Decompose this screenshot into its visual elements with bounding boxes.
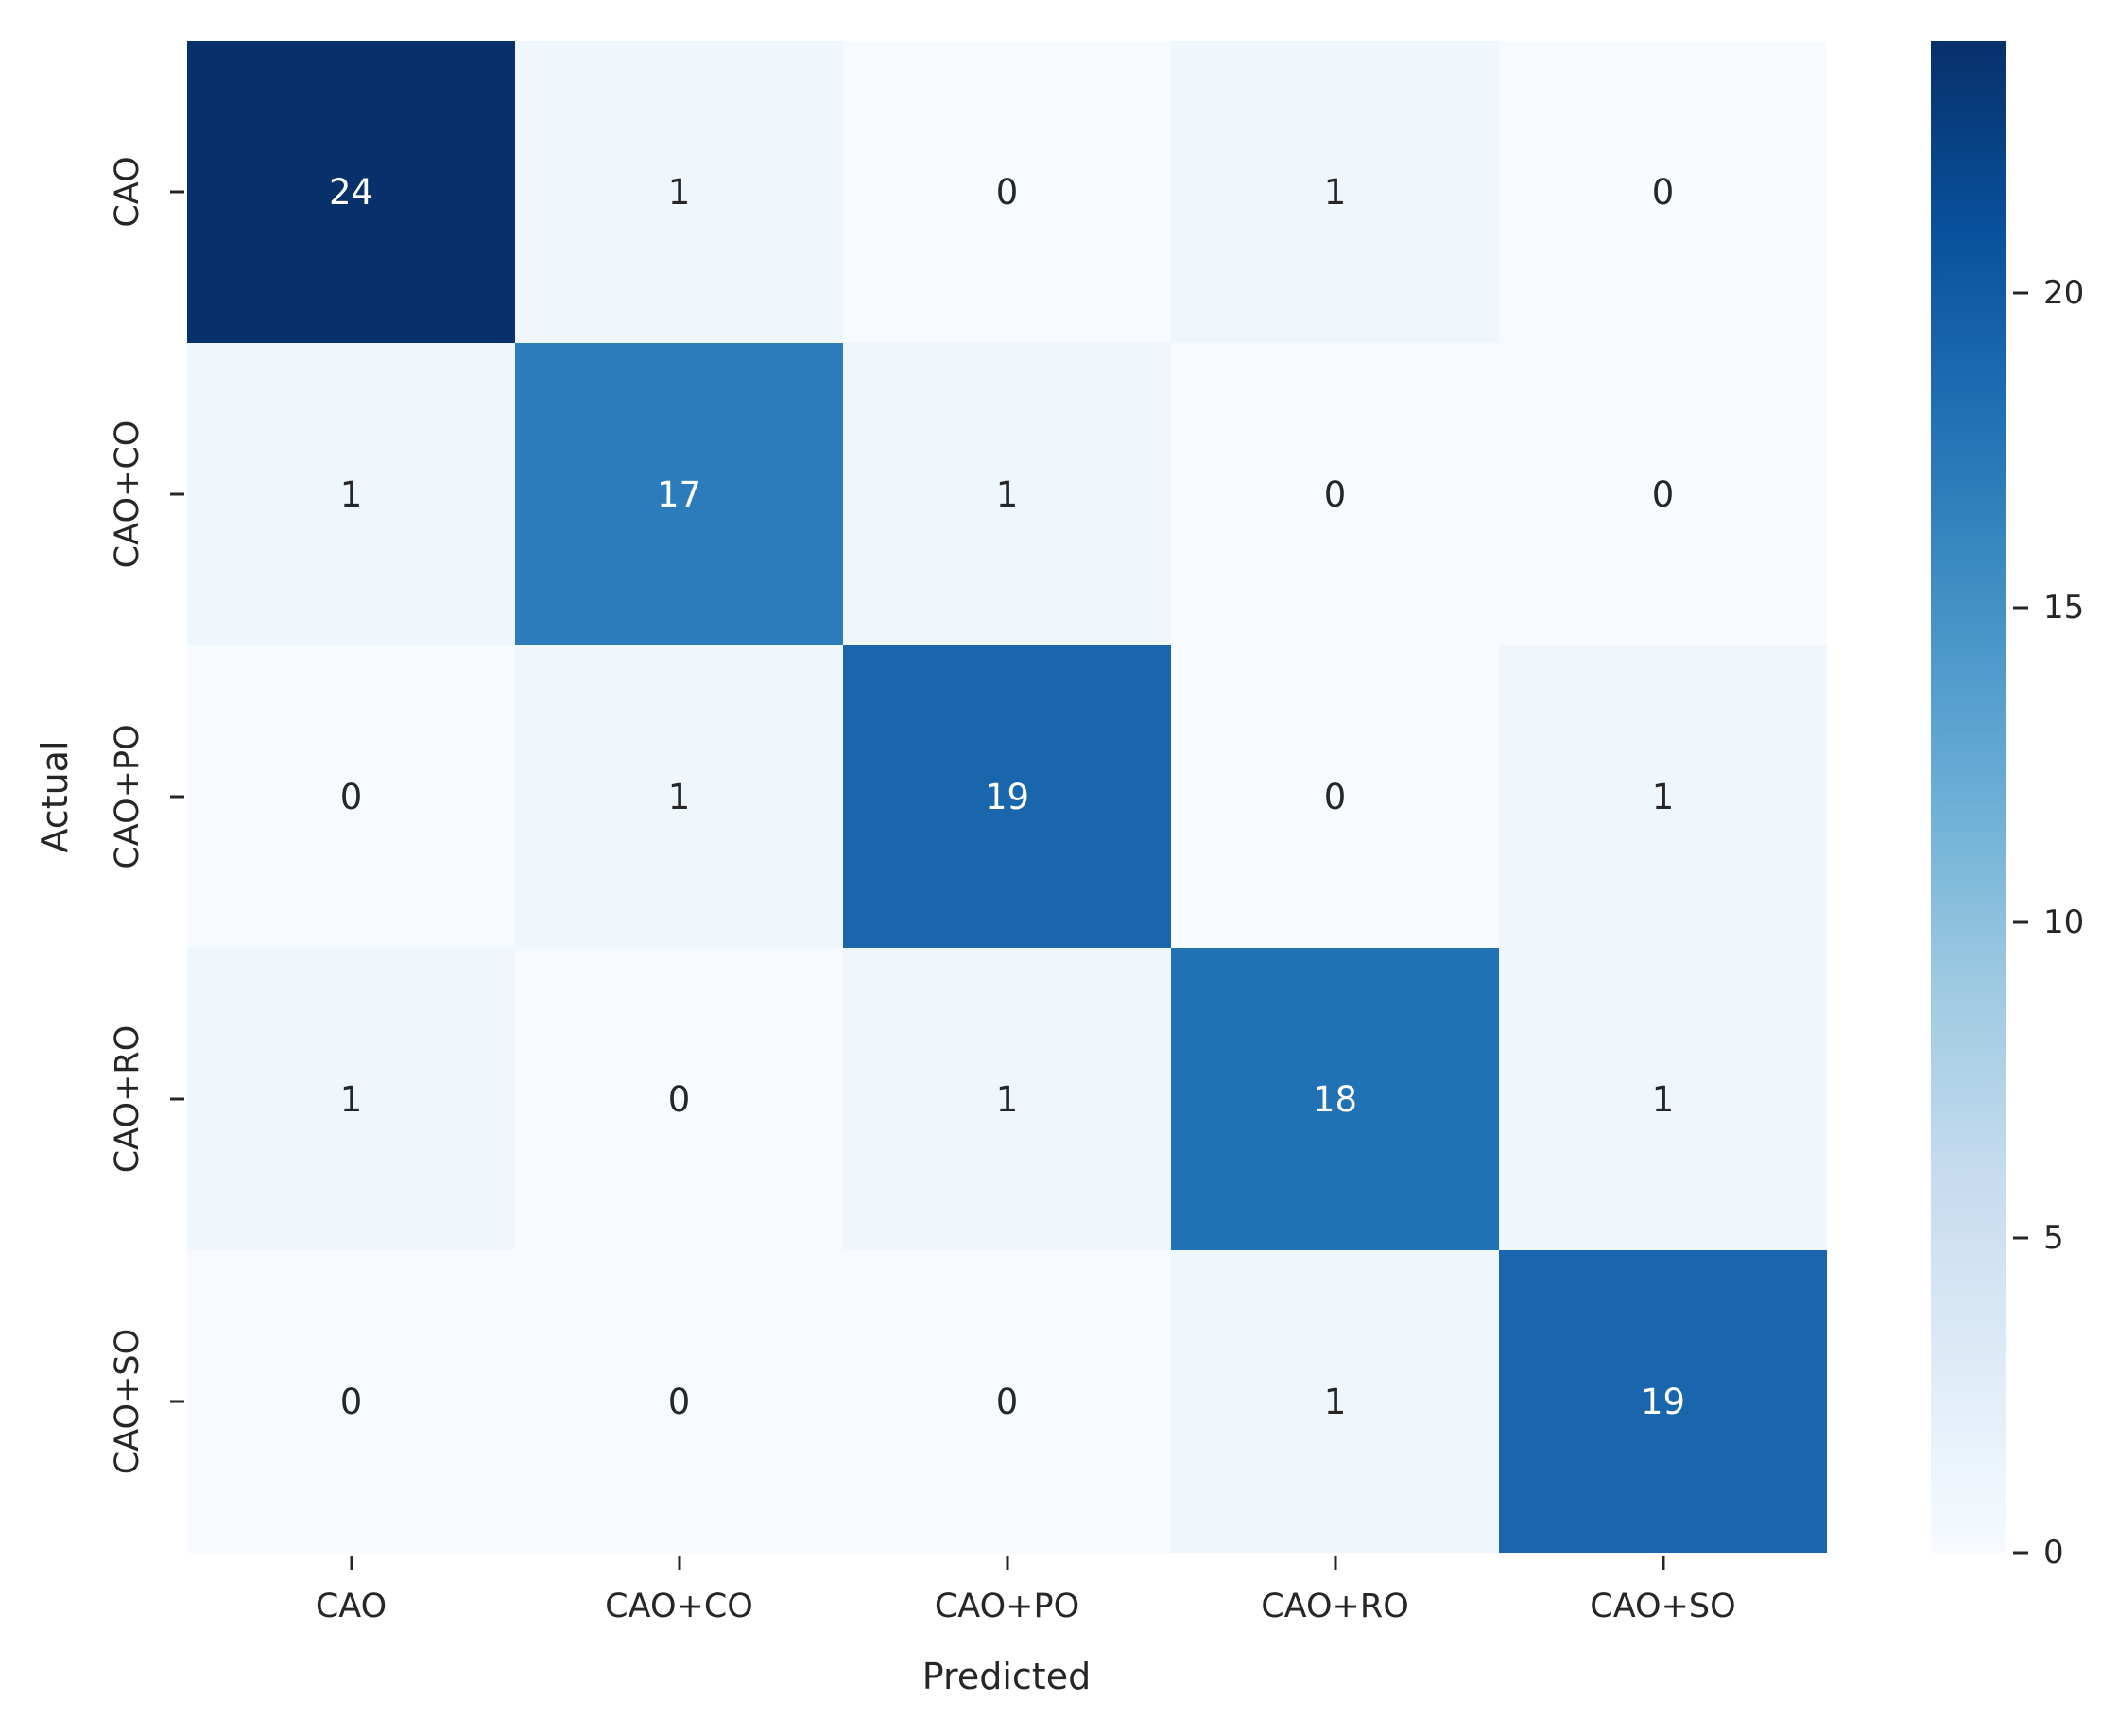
matrix-cell: 1 <box>187 948 515 1250</box>
matrix-cell: 1 <box>1499 948 1827 1250</box>
cell-value: 0 <box>1651 473 1675 515</box>
colorbar-tick-label: 5 <box>2043 1218 2064 1257</box>
matrix-cell: 1 <box>1171 1250 1499 1553</box>
cell-value: 24 <box>328 171 374 213</box>
cell-value: 1 <box>1323 1381 1347 1422</box>
matrix-cell: 24 <box>187 41 515 343</box>
y-axis-title: Actual <box>34 740 76 853</box>
matrix-cell: 0 <box>843 41 1171 343</box>
matrix-cell: 0 <box>187 645 515 948</box>
y-tick-mark <box>170 492 184 496</box>
x-tick-label: CAO+PO <box>934 1588 1080 1625</box>
cell-value: 1 <box>1323 171 1347 213</box>
cell-value: 1 <box>995 1078 1019 1120</box>
matrix-cell: 0 <box>515 948 843 1250</box>
y-tick-label: CAO <box>109 156 146 228</box>
x-tick-mark <box>350 1556 353 1570</box>
matrix-cell: 1 <box>1499 645 1827 948</box>
colorbar <box>1931 41 2006 1553</box>
cell-value: 1 <box>1651 1078 1675 1120</box>
matrix-cell: 1 <box>515 645 843 948</box>
colorbar-tick-mark <box>2013 606 2028 610</box>
cell-value: 0 <box>1651 171 1675 213</box>
y-tick-label: CAO+PO <box>109 724 146 869</box>
cell-value: 1 <box>995 473 1019 515</box>
matrix-cell: 17 <box>515 343 843 645</box>
matrix-cell: 1 <box>515 41 843 343</box>
cell-value: 0 <box>339 1381 363 1422</box>
x-tick-label: CAO+CO <box>605 1588 753 1625</box>
matrix-cell: 0 <box>187 1250 515 1553</box>
matrix-cell: 0 <box>1499 343 1827 645</box>
colorbar-tick-label: 20 <box>2043 273 2085 312</box>
cell-value: 19 <box>1640 1381 1686 1422</box>
colorbar-tick-label: 10 <box>2043 903 2085 942</box>
matrix-cell: 1 <box>843 343 1171 645</box>
x-axis-title: Predicted <box>921 1656 1092 1697</box>
matrix-cell: 1 <box>1171 41 1499 343</box>
colorbar-tick-mark <box>2013 920 2028 924</box>
cell-value: 0 <box>667 1078 691 1120</box>
matrix-cell: 0 <box>1499 41 1827 343</box>
colorbar-tick-label: 15 <box>2043 589 2085 627</box>
colorbar-gradient <box>1931 41 2006 1553</box>
y-tick-mark <box>170 1400 184 1403</box>
colorbar-tick-mark <box>2013 1236 2028 1240</box>
matrix-cell: 1 <box>187 343 515 645</box>
colorbar-tick-mark <box>2013 291 2028 295</box>
cell-value: 1 <box>339 1078 363 1120</box>
matrix-cell: 1 <box>843 948 1171 1250</box>
matrix-cell: 18 <box>1171 948 1499 1250</box>
colorbar-tick-label: 0 <box>2043 1534 2064 1572</box>
cell-value: 0 <box>667 1381 691 1422</box>
x-tick-label: CAO <box>315 1588 387 1625</box>
y-tick-mark <box>170 1097 184 1101</box>
cell-value: 1 <box>1651 776 1675 817</box>
cell-value: 0 <box>995 1381 1019 1422</box>
cell-value: 1 <box>339 473 363 515</box>
heatmap-grid: 24 1 0 1 0 1 17 1 0 0 0 1 19 0 1 1 0 1 18 1 0 0 0 1 19 <box>187 41 1827 1553</box>
matrix-cell: 0 <box>1171 645 1499 948</box>
x-tick-mark <box>678 1556 680 1570</box>
matrix-cell: 19 <box>1499 1250 1827 1553</box>
cell-value: 18 <box>1312 1078 1358 1120</box>
matrix-cell: 19 <box>843 645 1171 948</box>
matrix-cell: 0 <box>515 1250 843 1553</box>
y-tick-mark <box>170 190 184 194</box>
y-tick-label: CAO+RO <box>109 1024 146 1174</box>
matrix-cell: 0 <box>1171 343 1499 645</box>
cell-value: 19 <box>984 776 1030 817</box>
cell-value: 0 <box>995 171 1019 213</box>
matrix-cell: 0 <box>843 1250 1171 1553</box>
cell-value: 0 <box>339 776 363 817</box>
x-tick-mark <box>1006 1556 1008 1570</box>
x-tick-label: CAO+RO <box>1261 1588 1409 1625</box>
colorbar-tick-mark <box>2013 1551 2028 1555</box>
cell-value: 17 <box>656 473 702 515</box>
x-tick-label: CAO+SO <box>1590 1588 1736 1625</box>
y-tick-label: CAO+CO <box>109 420 146 569</box>
y-tick-mark <box>170 795 184 799</box>
x-tick-mark <box>1662 1556 1664 1570</box>
cell-value: 1 <box>667 776 691 817</box>
cell-value: 1 <box>667 171 691 213</box>
cell-value: 0 <box>1323 473 1347 515</box>
y-tick-label: CAO+SO <box>109 1328 146 1475</box>
x-tick-mark <box>1334 1556 1336 1570</box>
cell-value: 0 <box>1323 776 1347 817</box>
